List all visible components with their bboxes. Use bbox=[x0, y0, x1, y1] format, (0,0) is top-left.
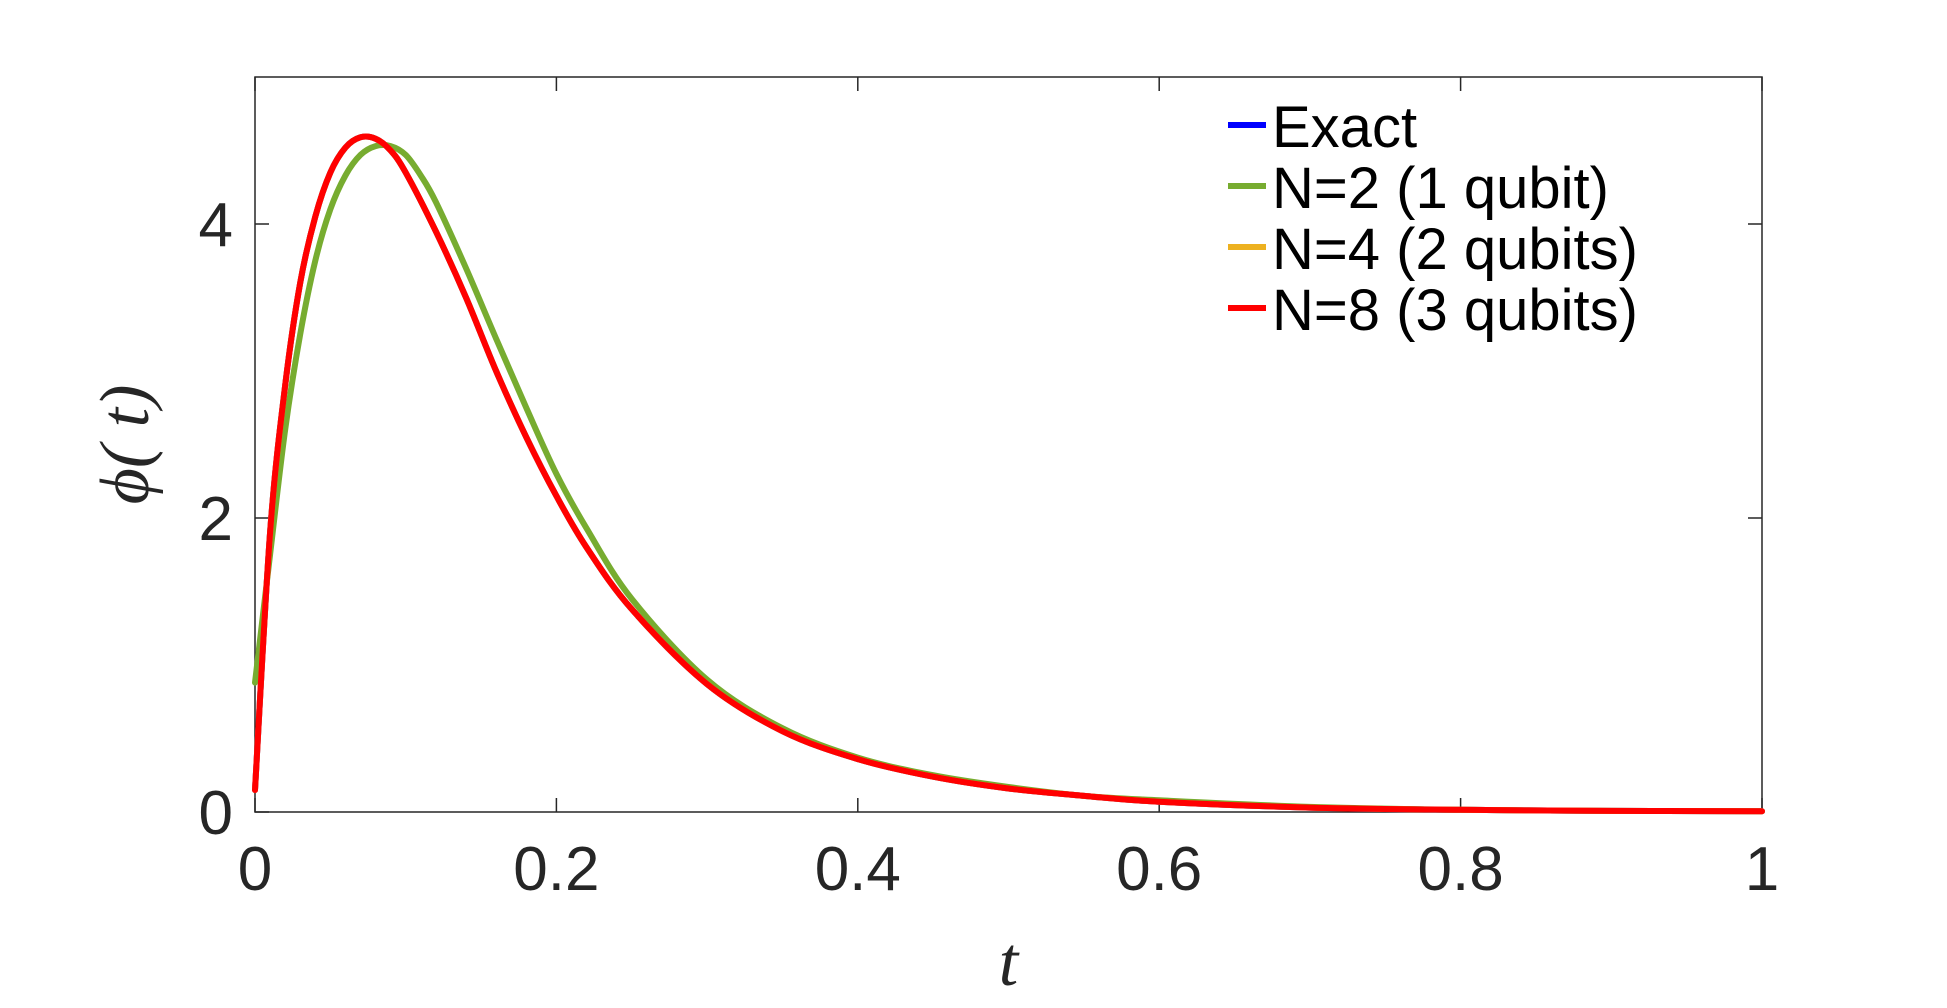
x-tick-label-1: 0.2 bbox=[513, 835, 599, 904]
series-line-3 bbox=[252, 133, 1765, 815]
y-tick-label-1: 2 bbox=[199, 485, 233, 554]
x-tick-label-0: 0 bbox=[238, 835, 272, 904]
x-tick-label-4: 0.8 bbox=[1417, 835, 1503, 904]
y-tick-label-2: 4 bbox=[199, 191, 233, 260]
y-axis-label: ϕ( t) bbox=[87, 385, 164, 505]
legend-label-1: N=2 (1 qubit) bbox=[1272, 156, 1609, 221]
x-axis-label: t bbox=[999, 924, 1020, 1001]
x-tick-label-5: 1 bbox=[1745, 835, 1779, 904]
plot-area bbox=[254, 76, 1763, 813]
x-tick-label-2: 0.4 bbox=[815, 835, 901, 904]
x-tick-label-3: 0.6 bbox=[1116, 835, 1202, 904]
tick-labels: 0 0.2 0.4 0.6 0.8 1 0 2 4 bbox=[199, 191, 1780, 904]
legend-label-0: Exact bbox=[1272, 95, 1417, 160]
y-tick-label-0: 0 bbox=[199, 779, 233, 848]
series-lines bbox=[252, 133, 1765, 815]
legend-label-3: N=8 (3 qubits) bbox=[1272, 278, 1638, 343]
legend-label-2: N=4 (2 qubits) bbox=[1272, 217, 1638, 282]
